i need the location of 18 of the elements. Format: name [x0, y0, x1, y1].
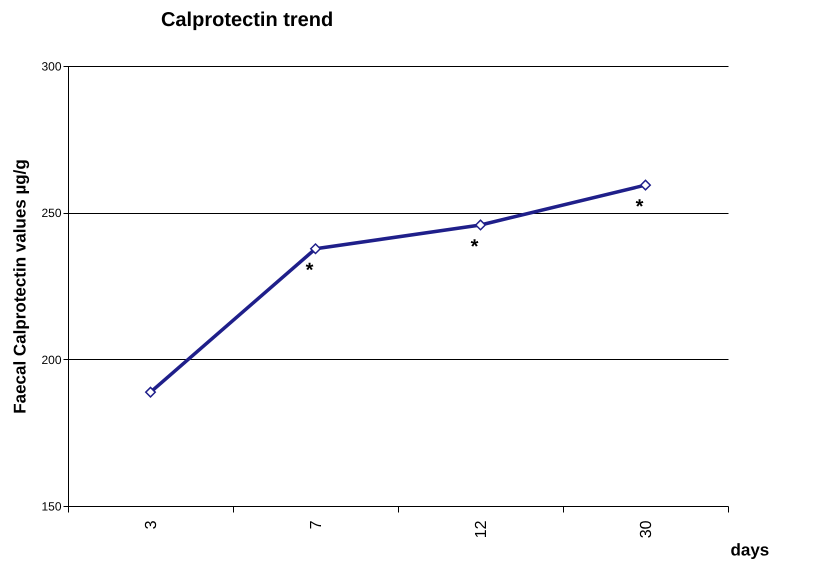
x-axis-title: days	[730, 540, 770, 560]
y-tick-label: 150	[41, 500, 62, 514]
point	[475, 219, 486, 230]
point	[640, 180, 651, 191]
y-tick-label: 200	[41, 352, 62, 367]
annotation: *	[306, 260, 314, 282]
chart-title: Calprotectin trend	[160, 9, 334, 31]
x-tick-label: 12	[473, 520, 490, 538]
point	[310, 243, 321, 254]
y-tick-label: 300	[41, 60, 62, 74]
y-axis-title: Faecal Calprotectin values µg/g	[10, 159, 30, 414]
x-tick-label: 7	[308, 520, 325, 530]
annotation: *	[636, 196, 644, 218]
annotation: *	[470, 236, 479, 258]
x-tick-label: 3	[143, 520, 160, 530]
y-tick-label: 250	[41, 206, 62, 220]
x-tick-label: 30	[638, 520, 655, 538]
point	[145, 386, 156, 398]
